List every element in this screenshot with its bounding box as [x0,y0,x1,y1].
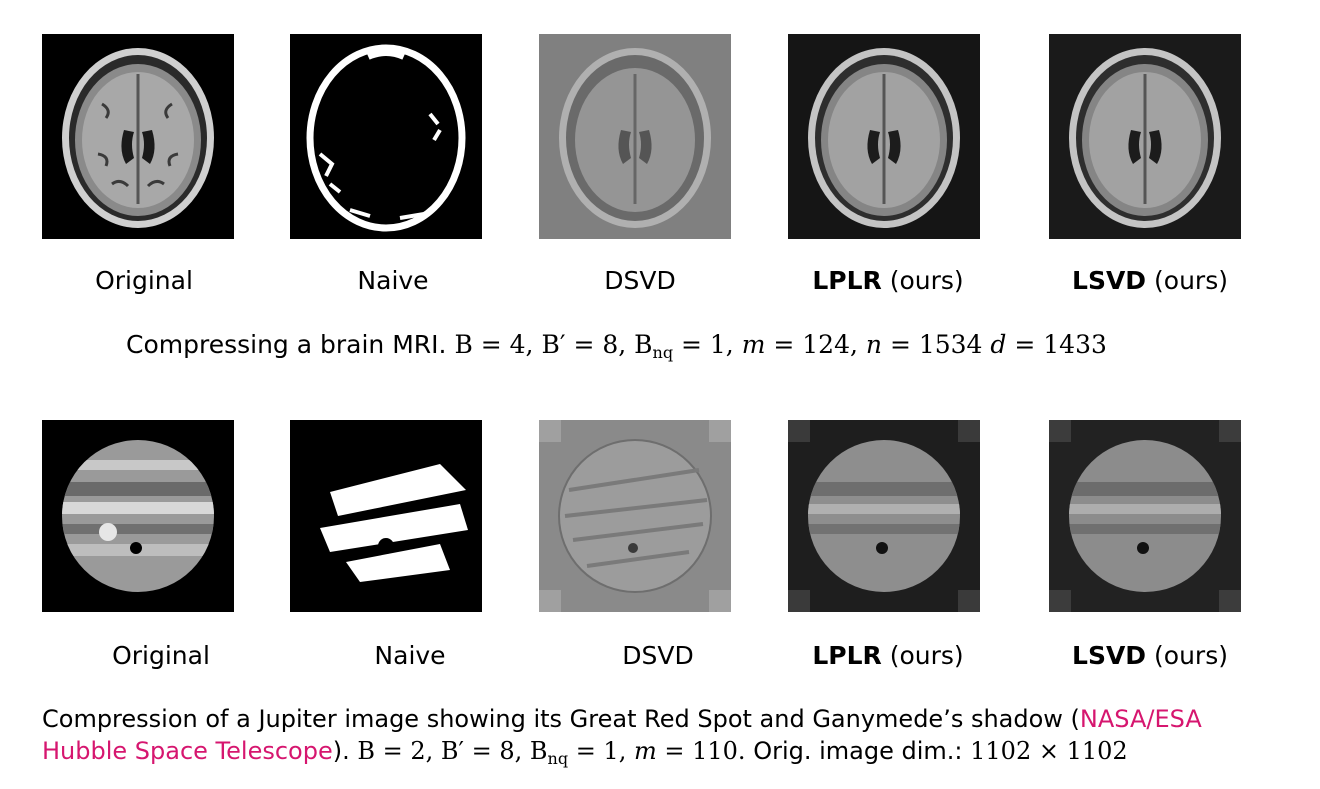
jupiter-dsvd-image [539,420,731,612]
brain-dsvd-image [539,34,731,239]
row2-caption-line2: Hubble Space Telescope). B = 2, B′ = 8, … [42,737,1128,768]
row1-label-dsvd: DSVD [604,266,676,295]
brain-naive-image [290,34,482,239]
jupiter-lsvd-image [1049,420,1241,612]
brain-lplr-image [788,34,980,239]
row2-label-naive: Naive [374,641,446,670]
jupiter-naive-image [290,420,482,612]
row2-label-dsvd: DSVD [622,641,694,670]
brain-lsvd-image [1049,34,1241,239]
brain-original-image [42,34,234,239]
row1-label-lsvd: LSVD (ours) [1072,266,1228,295]
row1-caption: Compressing a brain MRI. B = 4, B′ = 8, … [126,330,1107,362]
jupiter-lplr-image [788,420,980,612]
row2-label-lsvd: LSVD (ours) [1072,641,1228,670]
row1-label-lplr: LPLR (ours) [812,266,964,295]
row2-label-lplr: LPLR (ours) [812,641,964,670]
nasa-esa-link[interactable]: NASA/ESA [1079,705,1202,733]
hubble-link[interactable]: Hubble Space Telescope [42,737,333,765]
jupiter-original-image [42,420,234,612]
row1-label-naive: Naive [357,266,429,295]
row1-label-original: Original [95,266,193,295]
row2-label-original: Original [112,641,210,670]
row2-caption-line1: Compression of a Jupiter image showing i… [42,705,1202,733]
